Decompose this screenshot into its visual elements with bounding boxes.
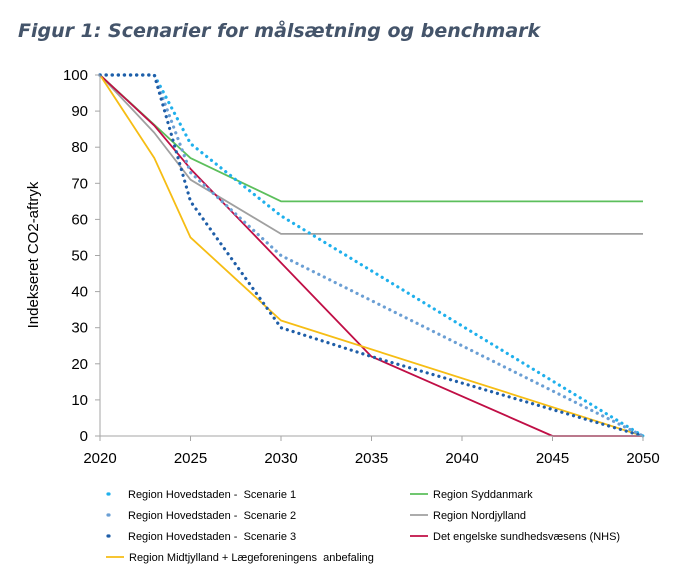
y-axis-label: Indekseret CO2-aftryk [25,181,42,328]
x-tick-label: 2040 [445,450,478,467]
y-tick-label: 80 [71,139,88,156]
series-line-3 [98,73,645,438]
x-tick-label: 2050 [626,450,659,467]
y-tick-label: 70 [71,175,88,192]
series-line-4 [99,74,643,203]
series-line-7 [99,74,644,437]
series-line-1 [98,73,645,438]
x-tick-label: 2035 [355,450,388,467]
series-line-2 [98,73,645,438]
legend-label-7: Region Midtjylland + Lægeforeningens anb… [129,552,374,564]
axes [95,74,644,441]
y-tick-label: 10 [71,392,88,409]
y-tick-labels: 0 10 20 30 40 50 60 70 80 90 100 [63,67,88,445]
y-tick-label: 20 [71,356,88,373]
series-line-5 [99,74,643,235]
legend-label-2: Region Hovedstaden - Scenarie 2 [128,510,296,522]
x-tick-label: 2020 [83,450,116,467]
legend-label-6: Det engelske sundhedsvæsens (NHS) [433,531,620,543]
x-tick-label: 2025 [174,450,207,467]
y-tick-label: 40 [71,284,88,301]
page-title: Figur 1: Scenarier for målsætning og ben… [18,20,541,42]
x-tick-label: 2030 [264,450,297,467]
y-tick-label: 90 [71,103,88,120]
y-tick-label: 0 [80,428,88,445]
x-tick-labels: 2020 2025 2030 2035 2040 2045 2050 [83,450,659,467]
legend: Region Hovedstaden - Scenarie 1 Region Ho… [106,489,620,564]
y-tick-label: 100 [63,67,88,84]
legend-label-5: Region Nordjylland [433,510,526,522]
series-line-6 [99,74,643,437]
x-tick-label: 2045 [536,450,569,467]
legend-label-3: Region Hovedstaden - Scenarie 3 [128,531,296,543]
legend-label-1: Region Hovedstaden - Scenarie 1 [128,489,296,501]
y-tick-label: 30 [71,320,88,337]
y-tick-label: 60 [71,211,88,228]
y-tick-label: 50 [71,248,88,265]
series-lines [98,73,645,438]
legend-label-4: Region Syddanmark [433,489,533,501]
